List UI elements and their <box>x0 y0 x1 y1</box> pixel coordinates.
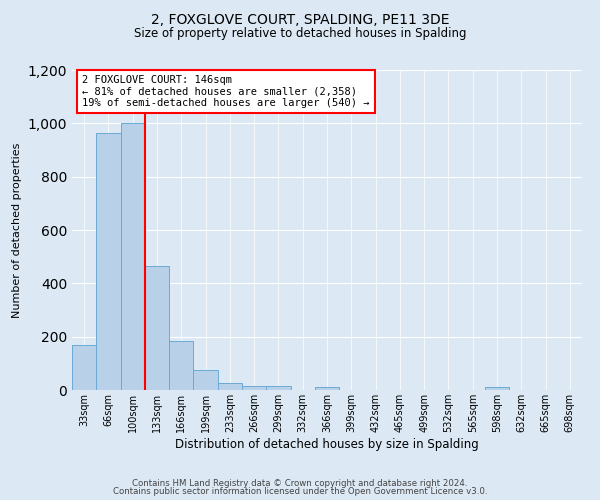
Y-axis label: Number of detached properties: Number of detached properties <box>12 142 22 318</box>
Bar <box>193 370 218 390</box>
Bar <box>485 388 509 390</box>
Text: Size of property relative to detached houses in Spalding: Size of property relative to detached ho… <box>134 28 466 40</box>
Text: 2 FOXGLOVE COURT: 146sqm
← 81% of detached houses are smaller (2,358)
19% of sem: 2 FOXGLOVE COURT: 146sqm ← 81% of detach… <box>82 75 370 108</box>
Bar <box>169 340 193 390</box>
Bar <box>72 344 96 390</box>
Bar <box>96 132 121 390</box>
Text: Contains public sector information licensed under the Open Government Licence v3: Contains public sector information licen… <box>113 487 487 496</box>
Bar <box>242 386 266 390</box>
X-axis label: Distribution of detached houses by size in Spalding: Distribution of detached houses by size … <box>175 438 479 450</box>
Text: Contains HM Land Registry data © Crown copyright and database right 2024.: Contains HM Land Registry data © Crown c… <box>132 478 468 488</box>
Text: 2, FOXGLOVE COURT, SPALDING, PE11 3DE: 2, FOXGLOVE COURT, SPALDING, PE11 3DE <box>151 12 449 26</box>
Bar <box>266 386 290 390</box>
Bar <box>121 124 145 390</box>
Bar <box>218 384 242 390</box>
Bar <box>145 266 169 390</box>
Bar <box>315 388 339 390</box>
